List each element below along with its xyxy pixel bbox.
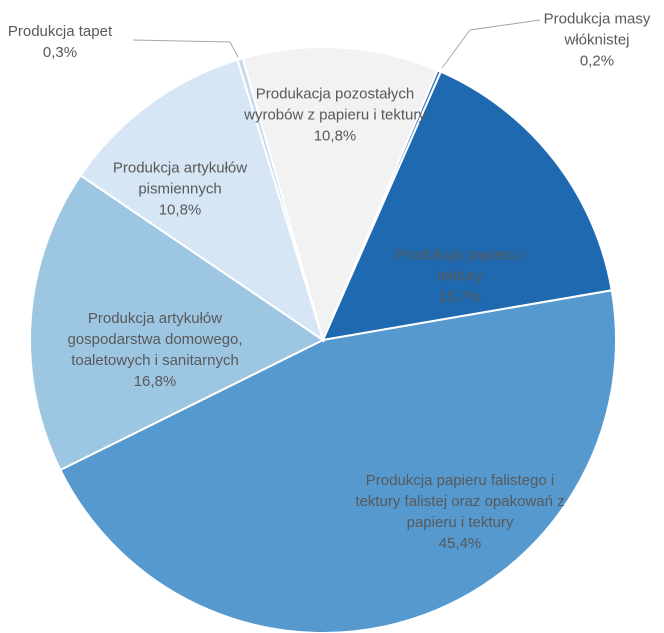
leader-line xyxy=(132,39,239,58)
slice-label: Produkacja pozostałych wyrobów z papieru… xyxy=(240,84,430,147)
category-name: Produkcja artykułów pismiennych xyxy=(112,159,248,198)
slice-label: Produkcja tapet 0,3% xyxy=(0,21,125,63)
category-name: Produkcja tapet xyxy=(7,23,113,40)
value-label: 45,4% xyxy=(438,535,482,552)
value-label: 10,8% xyxy=(313,127,357,145)
pie-slice xyxy=(29,174,325,472)
pie-slice xyxy=(241,46,439,343)
category-name: Produkcja masy włóknistej xyxy=(543,10,651,49)
pie-slice xyxy=(59,289,617,633)
slice-label: Produkcja papieru falistego i tektury fa… xyxy=(350,470,570,554)
slice-label: Produkcja artykułów pismiennych 10,8% xyxy=(90,158,270,221)
category-name: Produkcja papieru i tektury xyxy=(395,246,525,285)
value-label: 15,7% xyxy=(438,288,482,306)
slice-label: Produkcja papieru i tektury 15,7% xyxy=(375,245,545,308)
category-name: Produkacja pozostałych wyrobów z papieru… xyxy=(244,85,426,124)
slice-label: Produkcja artykułów gospodarstwa domoweg… xyxy=(40,308,270,392)
value-label: 0,2% xyxy=(579,52,615,70)
pie-slice xyxy=(79,58,325,343)
value-label: 16,8% xyxy=(133,373,177,390)
pie-slice xyxy=(321,70,613,342)
slice-label: Produkcja masy włóknistej 0,2% xyxy=(532,9,662,72)
leader-line xyxy=(441,19,541,69)
value-label: 10,8% xyxy=(158,201,202,219)
value-label: 0,3% xyxy=(42,44,78,61)
category-name: Produkcja papieru falistego i tektury fa… xyxy=(355,472,565,531)
category-name: Produkcja artykułów gospodarstwa domoweg… xyxy=(67,310,243,369)
